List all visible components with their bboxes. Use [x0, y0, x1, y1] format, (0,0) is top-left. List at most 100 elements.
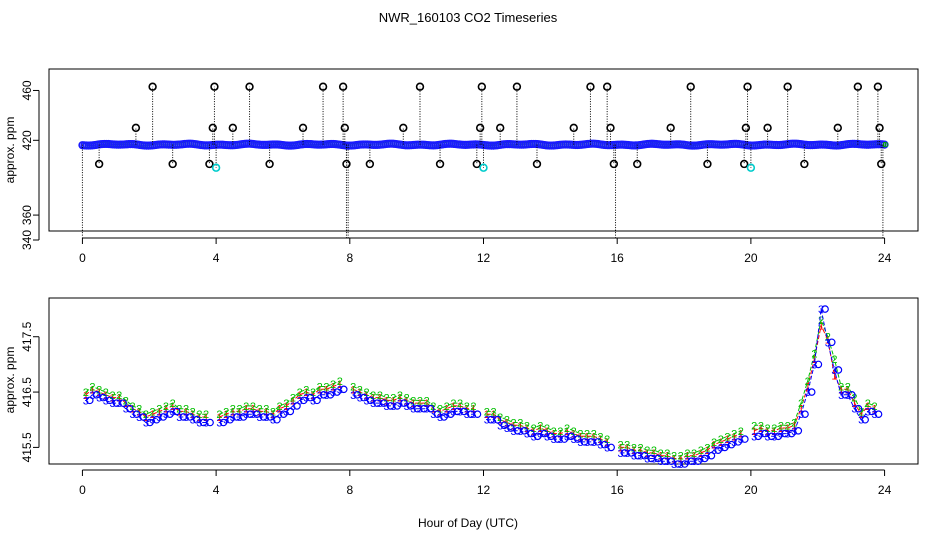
series-2-marker: 2: [584, 429, 590, 441]
series-2-marker: 2: [243, 401, 249, 413]
series-3-marker: 3: [203, 418, 209, 430]
series-3-circle: [266, 413, 275, 421]
series-3-circle: [306, 393, 315, 402]
flagged-point: [633, 159, 642, 169]
series-2-marker: 2: [444, 401, 450, 413]
series-1-marker: 1: [638, 445, 644, 457]
series-3-circle: [440, 413, 448, 421]
series-3-marker: 3: [818, 304, 824, 316]
series-1-marker: 1: [591, 431, 597, 443]
flagged-point: [365, 159, 375, 169]
top-plot-frame: [48, 68, 919, 232]
series-3-marker: 3: [591, 437, 597, 449]
flagged-point: [399, 123, 408, 133]
series-3-circle: [279, 410, 288, 419]
series-2-marker: 2: [170, 398, 176, 410]
series-2-marker: 2: [724, 431, 730, 443]
series-2-marker: 2: [230, 404, 236, 416]
series-2-marker: 2: [203, 409, 209, 421]
series-3-circle: [573, 435, 582, 443]
flagged-point: [338, 82, 348, 91]
series-3-marker: 3: [103, 395, 109, 407]
top-y-tick-label: 420: [20, 130, 34, 150]
flagged-point: [512, 82, 522, 91]
series-2-marker: 2: [544, 423, 550, 435]
series-2-marker: 2: [798, 398, 804, 410]
series-2-marker: 2: [424, 395, 430, 407]
series-2-marker: 2: [751, 420, 757, 432]
chart-title: NWR_160103 CO2 Timeseries: [379, 10, 558, 25]
series-2-marker: 2: [785, 420, 791, 432]
series-3-circle: [159, 413, 168, 421]
series-3-marker: 3: [357, 393, 363, 405]
series-3-circle: [520, 426, 529, 435]
series-3-circle: [273, 415, 281, 424]
flagged-point: [743, 82, 752, 91]
series-1-marker: 1: [831, 370, 837, 382]
series-3-marker: 3: [511, 426, 517, 438]
series-2-marker: 2: [150, 406, 156, 418]
series-3-marker: 3: [190, 415, 196, 427]
flagged-point: [763, 123, 772, 133]
series-2-marker: 2: [511, 418, 517, 430]
flagged-point: [265, 159, 274, 169]
series-3-circle: [299, 396, 308, 405]
series-2-marker: 2: [397, 390, 403, 402]
series-1-marker: 1: [758, 423, 764, 435]
series-2-marker: 2: [531, 423, 537, 435]
series-3-marker: 3: [698, 453, 704, 465]
series-2-marker: 2: [310, 387, 316, 399]
series-1-marker: 1: [444, 404, 450, 416]
series-2-marker: 2: [290, 393, 296, 405]
series-2-marker: 2: [103, 387, 109, 399]
series-1-marker: 1: [317, 384, 323, 396]
series-3-marker: 3: [257, 412, 263, 424]
series-2-marker: 2: [551, 426, 557, 438]
flagged-point: [472, 159, 482, 169]
flagged-point: [318, 82, 328, 91]
series-3-marker: 3: [484, 415, 490, 427]
top-x-tick-label: 16: [611, 251, 625, 265]
series-2-marker: 2: [517, 418, 523, 430]
series-3-marker: 3: [638, 451, 644, 463]
bottom-y-axis-label: approx. ppm: [3, 347, 17, 414]
series-1-marker: 1: [170, 401, 176, 413]
series-1-marker: 1: [116, 393, 122, 405]
flagged-point: [875, 123, 884, 133]
series-2-marker: 2: [738, 426, 744, 438]
series-2-marker: 2: [564, 423, 570, 435]
series-2-marker: 2: [704, 442, 710, 454]
series-1-marker: 1: [150, 409, 156, 421]
series-1-marker: 1: [83, 390, 89, 402]
series-3-marker: 3: [664, 456, 670, 468]
series-1-marker: 1: [811, 354, 817, 366]
series-2-marker: 2: [811, 348, 817, 360]
series-2-marker: 2: [303, 384, 309, 396]
series-2-marker: 2: [190, 406, 196, 418]
series-1-marker: 1: [731, 431, 737, 443]
series-2-marker: 2: [831, 354, 837, 366]
series-3-marker: 3: [310, 395, 316, 407]
series-2-marker: 2: [83, 387, 89, 399]
series-2-marker: 2: [778, 420, 784, 432]
series-3-marker: 3: [531, 431, 537, 443]
series-3-marker: 3: [377, 398, 383, 410]
series-3-marker: 3: [270, 415, 276, 427]
series-3-circle: [540, 429, 549, 438]
series-1-marker: 1: [277, 404, 283, 416]
series-3-marker: 3: [571, 434, 577, 446]
series-1-marker: 1: [89, 384, 95, 396]
series-3-circle: [92, 391, 101, 399]
flagged-point: [800, 159, 809, 169]
series-3-marker: 3: [825, 337, 831, 349]
series-3-marker: 3: [323, 390, 329, 402]
series-3-circle: [700, 454, 709, 463]
flagged-point: [168, 159, 177, 169]
series-2-marker: 2: [484, 406, 490, 418]
series-2-marker: 2: [270, 406, 276, 418]
series-1-marker: 1: [303, 387, 309, 399]
series-3-circle: [721, 443, 729, 452]
series-1-marker: 1: [337, 379, 343, 391]
series-3-marker: 3: [865, 406, 871, 418]
